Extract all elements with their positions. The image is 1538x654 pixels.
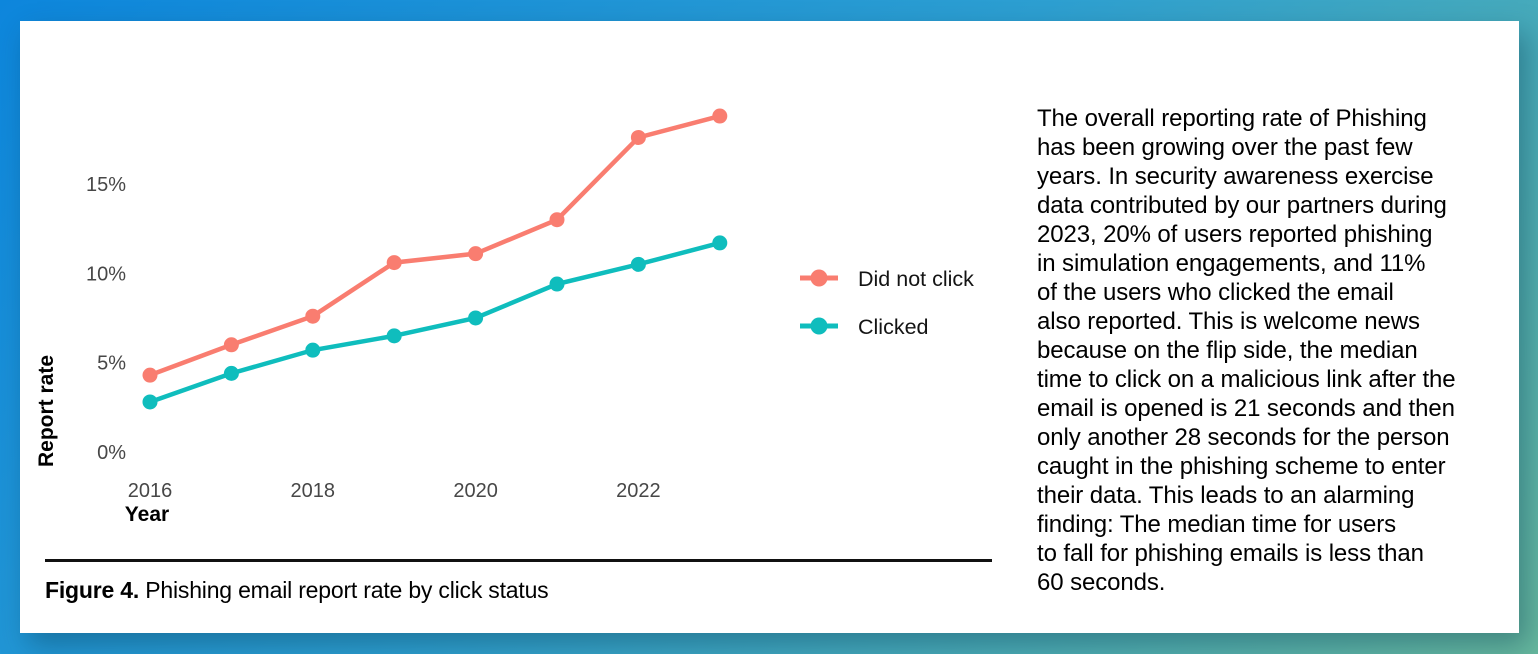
body-text-line: 2023, 20% of users reported phishing xyxy=(1037,221,1433,248)
x-tick-label: 2022 xyxy=(616,480,661,502)
body-text-line: in simulation engagements, and 11% xyxy=(1037,250,1426,277)
report-rate-chart: 0% 5% 10% 15% 2016 2018 2020 2022 Report rate Yea… xyxy=(35,108,974,526)
figure-caption-text: Phishing email report rate by click stat… xyxy=(139,577,549,603)
body-text-line: caught in the phishing scheme to enter xyxy=(1037,453,1446,480)
figure-caption: Figure 4. Phishing email report rate by … xyxy=(45,577,549,604)
y-tick-label: 15% xyxy=(86,174,126,196)
body-text-line: because on the flip side, the median xyxy=(1037,337,1418,364)
data-point-did-not-click xyxy=(305,308,321,324)
data-point-clicked xyxy=(712,235,728,251)
y-tick-label: 5% xyxy=(97,353,126,375)
data-point-did-not-click xyxy=(630,129,646,145)
data-point-clicked xyxy=(468,310,484,326)
body-text-line: time to click on a malicious link after … xyxy=(1037,366,1456,393)
body-text-line: of the users who clicked the email xyxy=(1037,279,1394,306)
caption-divider xyxy=(45,559,992,562)
data-point-clicked xyxy=(549,276,565,292)
y-tick-label: 0% xyxy=(97,442,126,464)
legend-key-dot-did-not-click xyxy=(810,269,828,287)
legend-item-label: Clicked xyxy=(858,315,929,339)
data-point-did-not-click xyxy=(549,212,565,228)
body-text-line: finding: The median time for users xyxy=(1037,511,1397,538)
data-point-clicked xyxy=(630,256,646,272)
data-point-did-not-click xyxy=(386,255,402,271)
body-text-line: 60 seconds. xyxy=(1037,569,1166,596)
series-line-clicked xyxy=(149,240,721,405)
y-tick-label: 10% xyxy=(86,263,126,285)
data-point-clicked xyxy=(386,328,402,344)
data-point-did-not-click xyxy=(712,108,728,124)
data-point-clicked xyxy=(305,342,321,358)
y-axis-title: Report rate xyxy=(35,355,58,467)
legend-key-dot-clicked xyxy=(810,317,828,335)
legend-item-label: Did not click xyxy=(858,267,974,291)
data-point-did-not-click xyxy=(142,367,158,383)
x-tick-label: 2020 xyxy=(453,480,498,502)
body-text: The overall reporting rate of Phishing ha… xyxy=(1037,104,1515,597)
body-text-line: years. In security awareness exercise xyxy=(1037,163,1434,190)
series-line-did-not-click xyxy=(149,113,721,378)
x-tick-label: 2018 xyxy=(291,480,336,502)
body-text-line: has been growing over the past few xyxy=(1037,134,1413,161)
data-point-did-not-click xyxy=(223,337,239,353)
x-axis-title: Year xyxy=(125,503,169,526)
x-tick-label: 2016 xyxy=(128,480,173,502)
data-point-did-not-click xyxy=(468,246,484,262)
data-point-clicked xyxy=(142,394,158,410)
body-text-line: to fall for phishing emails is less than xyxy=(1037,540,1424,567)
body-text-line: only another 28 seconds for the person xyxy=(1037,424,1450,451)
figure-caption-label: Figure 4. xyxy=(45,577,140,603)
body-text-line: also reported. This is welcome news xyxy=(1037,308,1420,335)
body-text-line: The overall reporting rate of Phishing xyxy=(1037,105,1427,132)
body-text-line: their data. This leads to an alarming xyxy=(1037,482,1415,509)
body-text-line: email is opened is 21 seconds and then xyxy=(1037,395,1455,422)
data-point-clicked xyxy=(223,365,239,381)
report-card: 0% 5% 10% 15% 2016 2018 2020 2022 Report rate Yea… xyxy=(20,21,1519,633)
body-text-line: data contributed by our partners during xyxy=(1037,192,1447,219)
